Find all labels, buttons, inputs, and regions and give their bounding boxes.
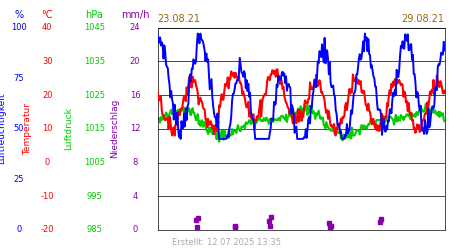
Text: %: % — [14, 10, 23, 20]
Text: 24: 24 — [130, 23, 140, 32]
Text: Luftfeuchtigkeit: Luftfeuchtigkeit — [0, 93, 6, 164]
Text: 75: 75 — [14, 74, 24, 82]
Text: 0: 0 — [132, 226, 138, 234]
Text: 29.08.21: 29.08.21 — [401, 14, 445, 24]
Text: hPa: hPa — [86, 10, 104, 20]
Text: 0: 0 — [16, 226, 22, 234]
Text: 23.08.21: 23.08.21 — [158, 14, 201, 24]
Text: Erstellt: 12.07.2025 13:35: Erstellt: 12.07.2025 13:35 — [172, 238, 281, 247]
Text: mm/h: mm/h — [121, 10, 149, 20]
Text: 50: 50 — [14, 124, 24, 133]
Text: 1045: 1045 — [84, 23, 105, 32]
Text: -10: -10 — [40, 192, 54, 201]
Text: °C: °C — [41, 10, 53, 20]
Text: 20: 20 — [130, 57, 140, 66]
Text: Niederschlag: Niederschlag — [110, 99, 119, 158]
Text: 100: 100 — [11, 23, 27, 32]
Text: 1005: 1005 — [84, 158, 105, 167]
Text: 995: 995 — [86, 192, 103, 201]
Text: Luftdruck: Luftdruck — [64, 107, 73, 150]
Text: 1025: 1025 — [84, 90, 105, 100]
Text: 985: 985 — [86, 226, 103, 234]
Text: 25: 25 — [14, 175, 24, 184]
Text: 30: 30 — [42, 57, 53, 66]
Text: 16: 16 — [130, 90, 140, 100]
Text: Temperatur: Temperatur — [23, 103, 32, 155]
Text: -20: -20 — [40, 226, 54, 234]
Text: 1035: 1035 — [84, 57, 105, 66]
Text: 8: 8 — [132, 158, 138, 167]
Text: 4: 4 — [132, 192, 138, 201]
Text: 20: 20 — [42, 90, 53, 100]
Text: 0: 0 — [45, 158, 50, 167]
Text: 1015: 1015 — [84, 124, 105, 133]
Text: 10: 10 — [42, 124, 53, 133]
Text: 12: 12 — [130, 124, 140, 133]
Text: 40: 40 — [42, 23, 53, 32]
